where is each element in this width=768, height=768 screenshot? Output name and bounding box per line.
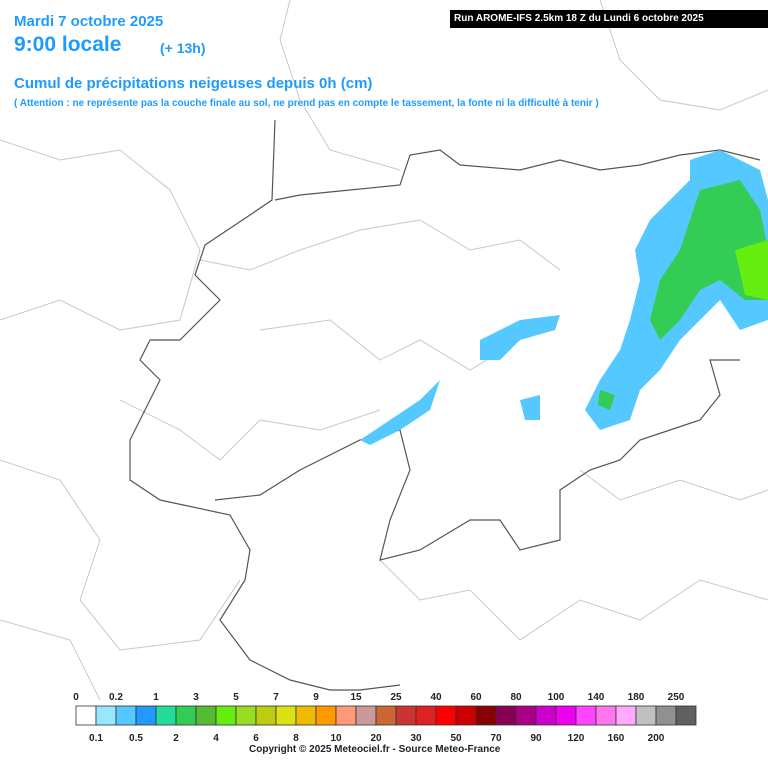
legend-swatch [215,705,237,726]
legend-label: 200 [648,733,665,744]
legend-label: 0.1 [89,733,103,744]
time: 9:00 locale [14,33,122,56]
legend-label: 120 [568,733,585,744]
legend-label: 6 [253,733,259,744]
legend-swatch [355,705,377,726]
legend-label: 30 [410,733,422,744]
legend-swatch [335,705,357,726]
legend-label: 4 [213,733,219,744]
legend-label: 20 [370,733,382,744]
legend-swatch [255,705,277,726]
legend-swatch [655,705,677,726]
legend-swatch [575,705,597,726]
legend-label: 180 [628,692,645,703]
legend-swatch [95,705,117,726]
legend-label: 100 [548,692,565,703]
legend-swatch [455,705,477,726]
date: Mardi 7 octobre 2025 [14,13,164,30]
legend-label: 25 [390,692,402,703]
legend-label: 0.2 [109,692,123,703]
legend-swatch [495,705,517,726]
legend-swatch [135,705,157,726]
legend-swatch [195,705,217,726]
legend-swatch [175,705,197,726]
legend-label: 50 [450,733,462,744]
legend-swatch [555,705,577,726]
legend-swatch [115,705,137,726]
legend-label: 90 [530,733,542,744]
legend-label: 250 [668,692,685,703]
legend-swatch [275,705,297,726]
legend-swatch [155,705,177,726]
legend-label: 3 [193,692,199,703]
legend-label: 60 [470,692,482,703]
legend-swatch [435,705,457,726]
legend-label: 0 [73,692,79,703]
legend-swatch [395,705,417,726]
legend-swatch [515,705,537,726]
region-borders [0,0,768,701]
legend-swatch [315,705,337,726]
legend-swatch [235,705,257,726]
legend-label: 0.5 [129,733,143,744]
legend-swatch [535,705,557,726]
legend-swatch [595,705,617,726]
legend-swatch [675,705,697,726]
legend-label: 7 [273,692,279,703]
legend-label: 160 [608,733,625,744]
legend-label: 15 [350,692,362,703]
legend-label: 70 [490,733,502,744]
legend-label: 9 [313,692,319,703]
snow-area [360,150,768,445]
legend-swatch [375,705,397,726]
note: ( Attention : ne représente pas la couch… [14,98,599,109]
legend-label: 8 [293,733,299,744]
copyright: Copyright © 2025 Meteociel.fr - Source M… [249,744,501,755]
legend-label: 2 [173,733,179,744]
legend-label: 5 [233,692,239,703]
legend-swatch [295,705,317,726]
legend-swatch [415,705,437,726]
run-info: Run AROME-IFS 2.5km 18 Z du Lundi 6 octo… [450,10,768,28]
offset: (+ 13h) [160,40,206,56]
map-title: Cumul de précipitations neigeuses depuis… [14,75,373,92]
legend-swatch [635,705,657,726]
legend-label: 40 [430,692,442,703]
legend: 0 0.1 0.2 0.5 1 2 3 4 5 6 7 8 9 10 15 20 25 30 40 50 60 70 80 9… [73,692,697,744]
legend-label: 80 [510,692,522,703]
country-border [129,119,401,691]
legend-label: 10 [330,733,342,744]
legend-swatch [475,705,497,726]
legend-label: 1 [153,692,159,703]
legend-swatch [75,705,97,726]
legend-swatch [615,705,637,726]
legend-label: 140 [588,692,605,703]
